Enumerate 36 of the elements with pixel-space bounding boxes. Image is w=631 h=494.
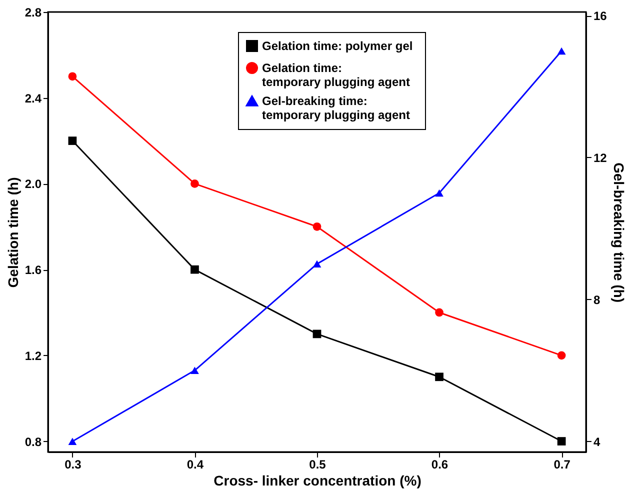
legend-label: Gelation time: polymer gel (262, 39, 413, 53)
x-tick-label: 0.7 (554, 458, 571, 472)
point (312, 222, 322, 231)
point (68, 438, 77, 445)
y2-tick-label: 4 (594, 434, 600, 449)
y-tick-label: 2.8 (24, 6, 42, 20)
point (435, 308, 444, 317)
y-axis-title: Gelation time (h) (4, 177, 21, 288)
point (312, 260, 322, 268)
point (190, 180, 199, 188)
point (68, 72, 77, 81)
x-tick-label: 0.4 (186, 458, 204, 472)
point (68, 136, 77, 145)
point (190, 265, 199, 274)
y2-tick-label: 8 (594, 292, 600, 307)
y-tick-label: 1.2 (24, 348, 42, 363)
point (190, 366, 199, 374)
x-tick-label: 0.5 (309, 458, 326, 472)
y-tick-label: 1.6 (24, 263, 42, 278)
y2-tick-label: 12 (594, 150, 608, 165)
x-tick-label: 0.6 (431, 458, 448, 472)
y2-axis-title: Gel-breaking time (h) (610, 162, 627, 303)
y-tick-label: 0.8 (24, 434, 42, 449)
legend-label: Gel-breaking time: temporary plugging agent (262, 94, 410, 122)
point (435, 189, 444, 197)
point (557, 351, 566, 360)
y2-tick-label: 16 (594, 9, 608, 24)
point (557, 437, 566, 446)
point (557, 47, 566, 55)
x-tick-label: 0.3 (64, 458, 82, 472)
point (435, 372, 444, 382)
legend-label: Gelation time: temporary plugging agent (262, 61, 410, 89)
y-tick-label: 2.0 (24, 177, 42, 192)
y-tick-label: 2.4 (24, 91, 42, 106)
point (312, 330, 322, 338)
x-axis-title: Cross- linker concentration (%) (214, 472, 422, 488)
